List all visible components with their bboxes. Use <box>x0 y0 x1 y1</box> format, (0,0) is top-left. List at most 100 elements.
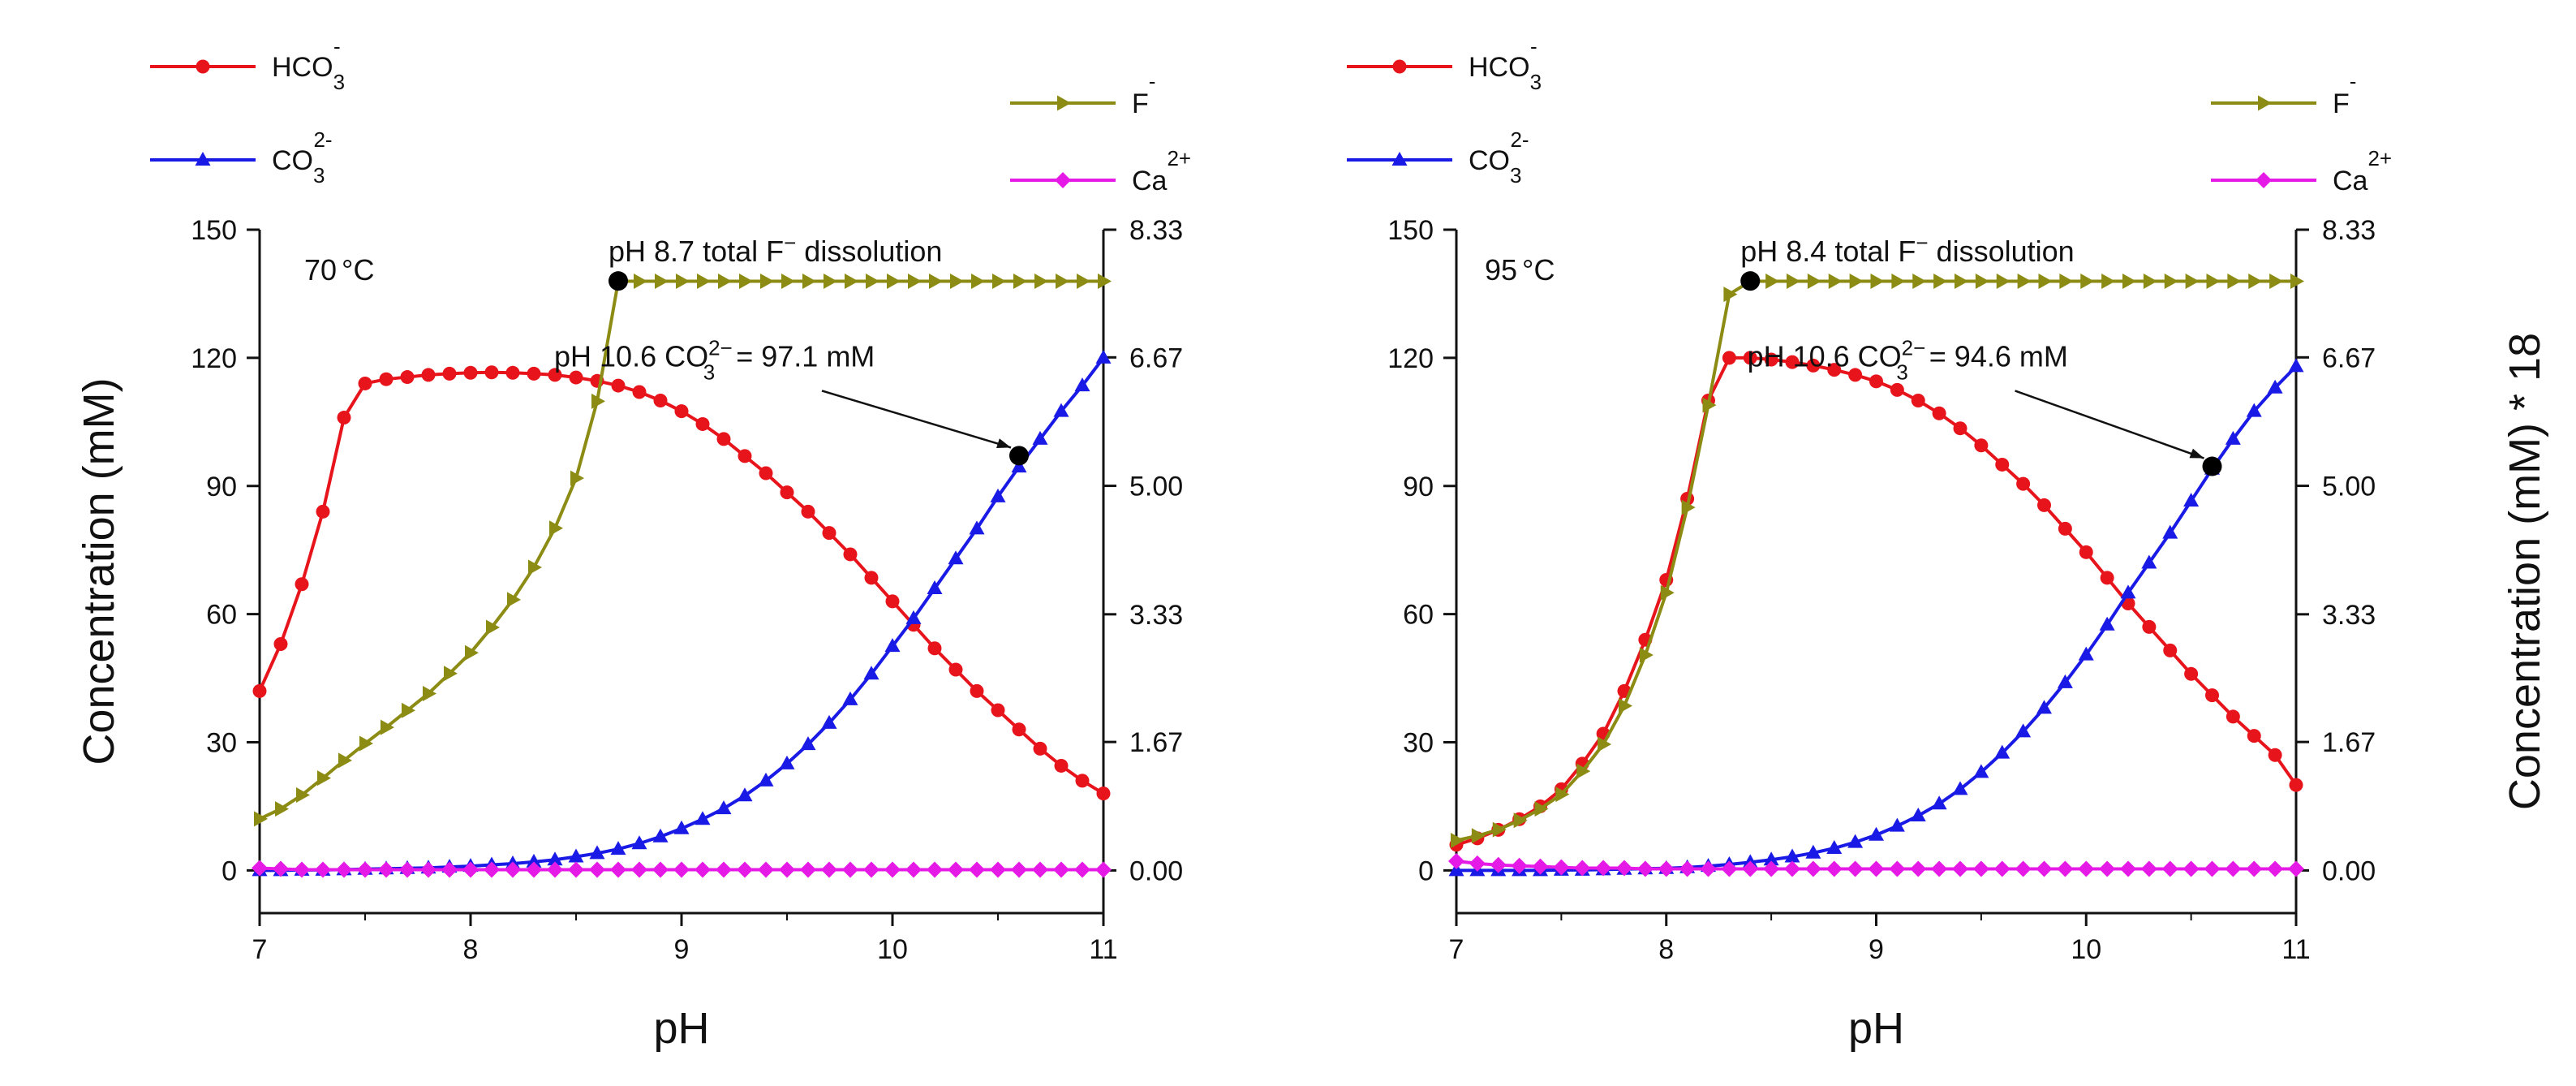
data-point <box>399 861 415 878</box>
data-point <box>760 273 774 289</box>
y-tick-label: 150 <box>191 215 237 246</box>
data-point <box>1013 273 1027 289</box>
data-point <box>1763 851 1779 866</box>
data-point <box>1722 351 1736 365</box>
data-point <box>1636 860 1654 877</box>
legend: HCO3- CO32- F- Ca2+ <box>150 34 1191 196</box>
data-point <box>758 861 774 878</box>
data-point <box>1033 741 1047 756</box>
data-point <box>2225 860 2242 877</box>
data-point <box>2267 379 2283 394</box>
data-point <box>2141 554 2157 569</box>
data-point <box>1012 722 1026 737</box>
data-point <box>484 861 500 878</box>
data-point <box>1849 273 1864 289</box>
x-tick-label: 11 <box>1089 934 1117 965</box>
y-tick-label: 90 <box>1403 472 1434 502</box>
data-point <box>2036 700 2052 714</box>
legend: HCO3- CO32- F- Ca2+ <box>1347 34 2392 196</box>
x-tick-label: 7 <box>252 934 268 965</box>
data-point <box>2142 619 2157 634</box>
data-point <box>1785 355 1800 369</box>
temperature-label: 70 °C <box>304 253 374 287</box>
data-point <box>402 702 415 718</box>
data-point <box>549 520 563 537</box>
data-point <box>634 273 647 289</box>
x-tick-label: 9 <box>1869 934 1884 965</box>
data-point <box>674 404 689 419</box>
data-point <box>1765 273 1780 289</box>
data-point <box>1931 795 1947 810</box>
data-point <box>381 719 394 735</box>
legend-co3-label: CO32- <box>272 127 333 187</box>
data-point <box>610 841 626 855</box>
data-point <box>632 385 647 399</box>
data-point <box>1742 860 1759 877</box>
data-point <box>484 365 499 380</box>
data-point <box>2079 545 2093 559</box>
data-point <box>1763 860 1780 877</box>
legend-f-marker <box>1057 95 1071 111</box>
data-point <box>1511 857 1528 874</box>
data-point <box>441 861 458 878</box>
data-point <box>1910 860 1927 877</box>
data-point <box>1679 860 1696 877</box>
data-point <box>1826 860 1843 877</box>
data-point <box>1952 860 1968 877</box>
y-tick-label: 120 <box>191 343 237 374</box>
data-point <box>273 860 289 877</box>
legend-f-marker <box>2258 95 2272 111</box>
data-point <box>2101 273 2116 289</box>
data-point <box>2247 729 2261 743</box>
data-point <box>1723 287 1738 303</box>
data-point <box>442 366 457 381</box>
data-point <box>738 449 752 463</box>
chart-panel-left: 7 8 9 10 11 0 30 60 90 120 150 0.00 1.67 3.33 5.00 6.67… <box>75 34 1191 1053</box>
series-line <box>1456 364 2298 873</box>
data-point <box>1806 358 1821 373</box>
y2-tick-label: 8.33 <box>2322 215 2376 246</box>
data-point <box>296 787 310 804</box>
data-point <box>528 559 542 575</box>
data-point <box>718 273 732 289</box>
data-point <box>948 550 964 565</box>
data-point <box>821 861 837 878</box>
data-point <box>1700 860 1717 877</box>
annotation-carbonate: pH 10.6 CO2− 3 = 94.6 mM <box>1748 335 2068 384</box>
y-tick-label: 0 <box>1418 855 1434 886</box>
legend-co3-marker <box>1391 152 1408 166</box>
data-point <box>1053 403 1069 417</box>
data-point <box>948 861 964 878</box>
data-point <box>400 370 415 385</box>
data-point <box>1911 394 1925 407</box>
data-point <box>821 714 837 729</box>
data-point <box>631 861 647 878</box>
chart-panel-right: 7 8 9 10 11 0 30 60 90 120 150 0.00 1.67 3.33 5.00 6.67… <box>1347 34 2549 1053</box>
annotation-arrow <box>821 390 1012 449</box>
data-point <box>695 416 710 431</box>
data-point <box>2078 860 2095 877</box>
data-point <box>2227 273 2242 289</box>
data-point <box>1471 828 1486 844</box>
data-point <box>1975 273 1989 289</box>
data-point <box>1847 834 1864 848</box>
y2-tick-label: 1.67 <box>1129 727 1183 758</box>
data-point <box>2120 860 2136 877</box>
data-point <box>2248 273 2263 289</box>
legend-co3-marker <box>195 152 211 166</box>
data-point <box>653 394 668 407</box>
series-ca2- <box>252 860 1112 878</box>
annotation-dot <box>609 271 628 291</box>
data-point <box>1826 840 1843 855</box>
data-point <box>737 787 753 802</box>
data-point <box>547 851 563 866</box>
data-point <box>444 666 458 682</box>
data-point <box>1807 273 1821 289</box>
data-point <box>589 861 605 878</box>
data-point <box>969 861 985 878</box>
x-tick-label: 8 <box>463 934 479 965</box>
data-point <box>568 861 584 878</box>
x-tick-label: 10 <box>877 934 908 965</box>
data-point <box>1532 858 1549 875</box>
